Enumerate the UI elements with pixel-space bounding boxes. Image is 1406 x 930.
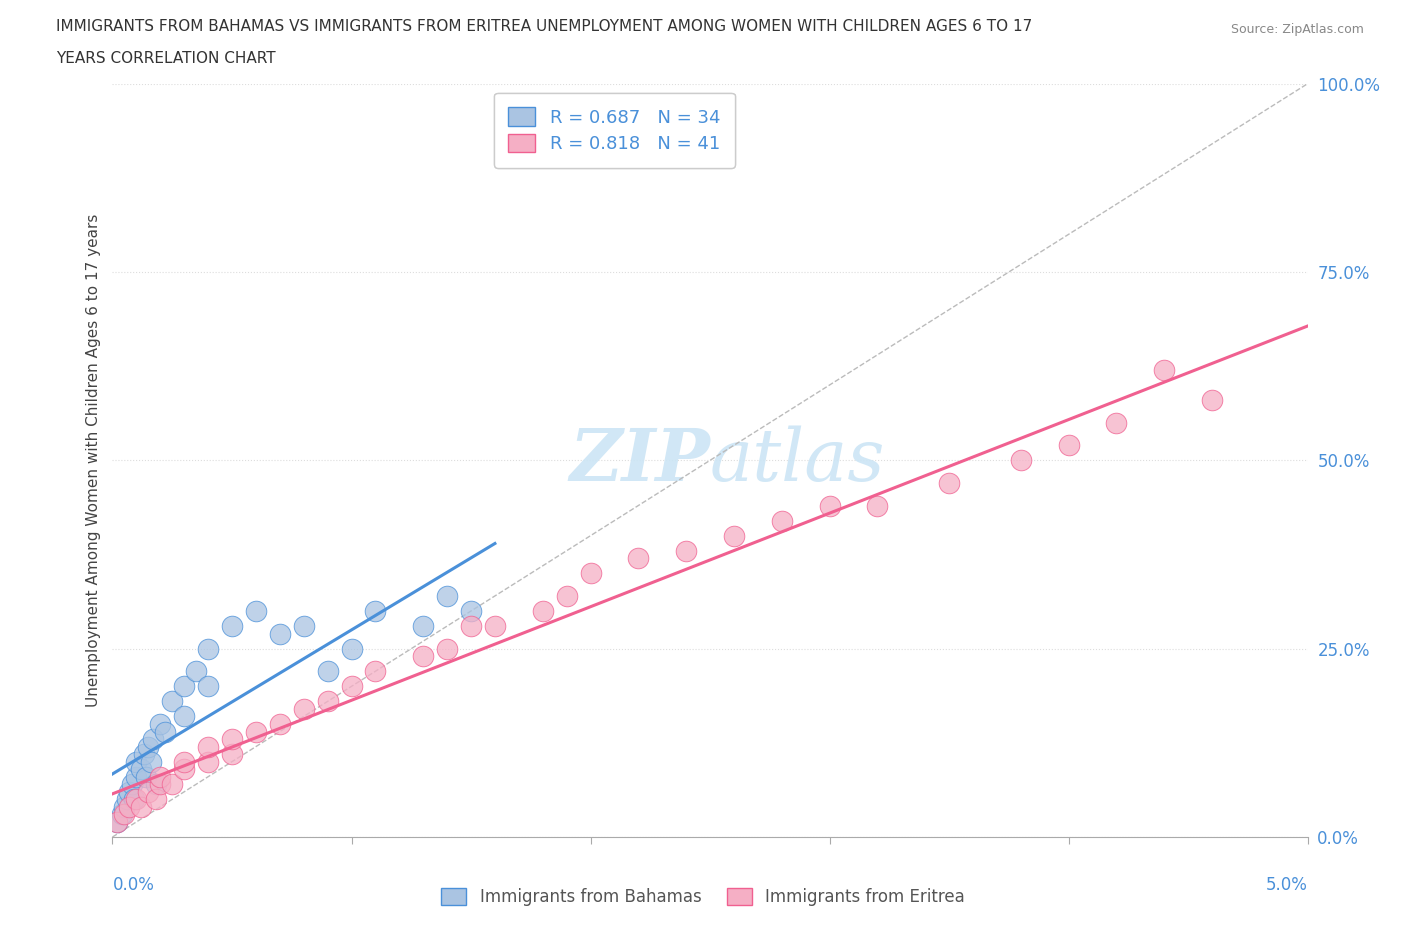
- Point: [866, 498, 889, 513]
- Point: [1010, 453, 1032, 468]
- Point: [818, 498, 841, 513]
- Point: [132, 747, 155, 762]
- Point: [114, 800, 135, 815]
- Point: [138, 739, 160, 754]
- Text: 5.0%: 5.0%: [1265, 876, 1308, 894]
- Point: [221, 747, 243, 762]
- Point: [173, 762, 195, 777]
- Point: [460, 618, 482, 633]
- Point: [142, 732, 165, 747]
- Point: [723, 528, 745, 543]
- Text: 0.0%: 0.0%: [112, 876, 155, 894]
- Point: [197, 754, 219, 769]
- Text: YEARS CORRELATION CHART: YEARS CORRELATION CHART: [56, 51, 276, 66]
- Point: [292, 701, 315, 716]
- Point: [221, 732, 243, 747]
- Point: [1057, 438, 1080, 453]
- Point: [173, 709, 195, 724]
- Point: [145, 792, 167, 807]
- Point: [145, 777, 167, 791]
- Point: [412, 649, 434, 664]
- Point: [129, 800, 152, 815]
- Point: [125, 769, 148, 784]
- Point: [269, 626, 291, 641]
- Point: [531, 604, 554, 618]
- Point: [105, 815, 128, 830]
- Point: [770, 513, 793, 528]
- Point: [245, 724, 267, 739]
- Point: [938, 475, 960, 490]
- Legend: R = 0.687   N = 34, R = 0.818   N = 41: R = 0.687 N = 34, R = 0.818 N = 41: [494, 93, 735, 167]
- Point: [412, 618, 434, 633]
- Point: [122, 792, 145, 807]
- Point: [105, 815, 128, 830]
- Point: [118, 784, 141, 799]
- Point: [245, 604, 267, 618]
- Point: [173, 679, 195, 694]
- Point: [269, 717, 291, 732]
- Point: [436, 589, 458, 604]
- Point: [138, 784, 160, 799]
- Point: [149, 777, 172, 791]
- Point: [121, 777, 143, 791]
- Point: [627, 551, 650, 565]
- Point: [484, 618, 506, 633]
- Legend: Immigrants from Bahamas, Immigrants from Eritrea: Immigrants from Bahamas, Immigrants from…: [434, 881, 972, 912]
- Point: [292, 618, 315, 633]
- Text: Source: ZipAtlas.com: Source: ZipAtlas.com: [1230, 23, 1364, 36]
- Point: [129, 762, 152, 777]
- Point: [1201, 392, 1223, 407]
- Text: ZIP: ZIP: [569, 425, 710, 496]
- Text: atlas: atlas: [710, 425, 886, 496]
- Point: [186, 664, 208, 679]
- Point: [153, 724, 176, 739]
- Point: [197, 679, 219, 694]
- Point: [340, 642, 363, 657]
- Point: [555, 589, 578, 604]
- Point: [125, 754, 148, 769]
- Point: [118, 800, 141, 815]
- Point: [579, 565, 602, 580]
- Point: [316, 694, 339, 709]
- Text: IMMIGRANTS FROM BAHAMAS VS IMMIGRANTS FROM ERITREA UNEMPLOYMENT AMONG WOMEN WITH: IMMIGRANTS FROM BAHAMAS VS IMMIGRANTS FR…: [56, 19, 1032, 33]
- Point: [221, 618, 243, 633]
- Point: [460, 604, 482, 618]
- Point: [364, 604, 387, 618]
- Point: [197, 642, 219, 657]
- Point: [162, 777, 183, 791]
- Point: [114, 807, 135, 822]
- Point: [135, 769, 157, 784]
- Point: [1105, 415, 1128, 430]
- Point: [115, 792, 138, 807]
- Point: [316, 664, 339, 679]
- Point: [340, 679, 363, 694]
- Point: [197, 739, 219, 754]
- Point: [675, 543, 697, 558]
- Point: [364, 664, 387, 679]
- Point: [139, 754, 162, 769]
- Point: [1153, 363, 1175, 378]
- Point: [125, 792, 148, 807]
- Y-axis label: Unemployment Among Women with Children Ages 6 to 17 years: Unemployment Among Women with Children A…: [86, 214, 101, 707]
- Point: [173, 754, 195, 769]
- Point: [149, 769, 172, 784]
- Point: [149, 717, 172, 732]
- Point: [436, 642, 458, 657]
- Point: [162, 694, 183, 709]
- Point: [111, 807, 134, 822]
